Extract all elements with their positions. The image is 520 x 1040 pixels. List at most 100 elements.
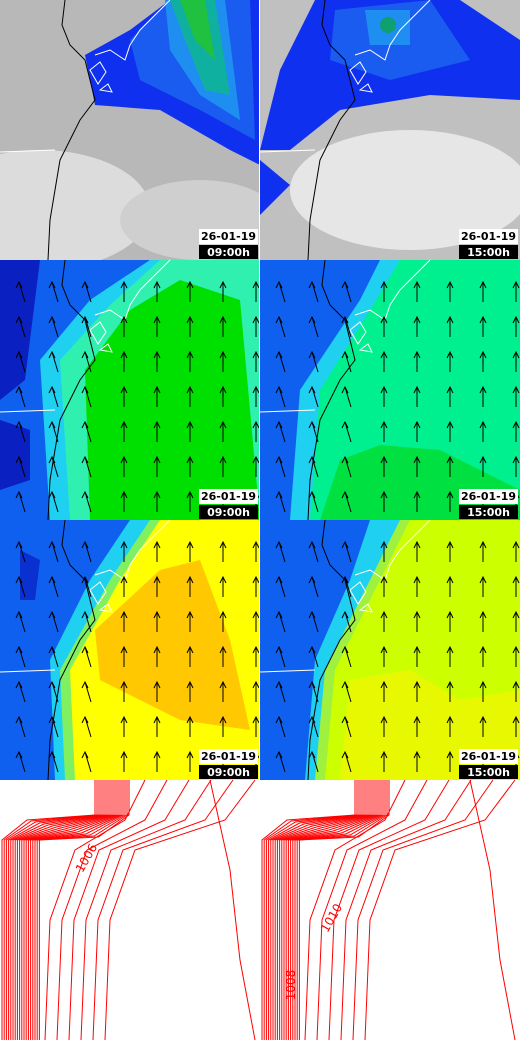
wind-arrow xyxy=(219,455,227,477)
isobar xyxy=(8,780,102,1040)
wind-arrow xyxy=(275,490,286,513)
wind-arrow xyxy=(413,575,421,597)
wind-arrow xyxy=(479,680,487,702)
isobar xyxy=(296,780,388,1040)
wind-arrow xyxy=(15,680,26,703)
isobar xyxy=(21,780,114,1040)
wind-arrow xyxy=(413,420,421,442)
wind-arrow xyxy=(81,350,92,373)
wind-arrow xyxy=(512,610,520,632)
coast xyxy=(307,259,356,521)
wind-arrow xyxy=(308,540,319,563)
wind-arrow xyxy=(120,455,128,477)
wind-arrow xyxy=(252,385,260,407)
border xyxy=(259,669,316,673)
wind-arrow xyxy=(308,750,319,773)
wind-arrow xyxy=(48,645,59,668)
date-label: 26-01-19 xyxy=(461,230,516,243)
isobar xyxy=(261,780,356,1040)
wind-arrow xyxy=(341,750,352,773)
date-box xyxy=(459,229,518,244)
isobar xyxy=(279,780,372,1040)
isobar xyxy=(44,779,146,1040)
wind-arrow xyxy=(153,385,161,407)
wind-arrow xyxy=(380,455,388,477)
wind-arrow xyxy=(512,455,520,477)
lagoon xyxy=(349,61,373,93)
isobar xyxy=(294,780,386,1040)
isobar xyxy=(298,780,390,1040)
wind-arrow xyxy=(48,575,59,598)
wind-arrow xyxy=(413,750,421,772)
wind-arrow xyxy=(15,420,26,443)
wind-arrow xyxy=(48,680,59,703)
wind-arrow xyxy=(252,280,260,302)
wind-arrow xyxy=(341,420,352,443)
time-label: 15:00h xyxy=(467,246,510,259)
time-box xyxy=(459,245,518,259)
wind-arrow xyxy=(186,540,194,562)
isobar xyxy=(23,780,116,1040)
isobar xyxy=(328,779,450,1040)
isobar xyxy=(290,780,382,1040)
wind-arrow xyxy=(153,750,161,772)
isobar xyxy=(281,780,374,1040)
time-box xyxy=(459,765,518,779)
wind-arrow xyxy=(308,490,319,513)
wind-arrow xyxy=(186,610,194,632)
wind-arrow xyxy=(341,540,352,563)
isobar xyxy=(34,780,126,1040)
wind-arrow xyxy=(446,490,454,512)
wind-arrow xyxy=(186,385,194,407)
wind-arrow xyxy=(81,610,92,633)
isobar xyxy=(283,780,376,1040)
wind-arrow xyxy=(512,350,520,372)
isobar xyxy=(16,780,110,1040)
time-label: 15:00h xyxy=(467,766,510,779)
wind-arrow xyxy=(120,280,128,302)
wind-arrow xyxy=(120,610,128,632)
wind-arrow xyxy=(15,455,26,478)
date-box xyxy=(199,489,258,504)
wind-arrow xyxy=(219,540,227,562)
wind-arrow xyxy=(446,610,454,632)
border xyxy=(259,409,316,413)
wind-arrow xyxy=(512,385,520,407)
wind-arrow xyxy=(380,385,388,407)
isobar xyxy=(316,779,428,1040)
wind-arrow xyxy=(380,315,388,337)
wind-arrow xyxy=(341,385,352,408)
wind-arrow xyxy=(446,540,454,562)
wind-arrow xyxy=(275,280,286,303)
wind-arrow xyxy=(48,610,59,633)
wind-arrow xyxy=(413,610,421,632)
isobar xyxy=(14,780,108,1040)
wind-arrow xyxy=(219,715,227,737)
wind-arrow xyxy=(446,680,454,702)
wind-arrow xyxy=(186,680,194,702)
wind-arrow xyxy=(252,715,260,737)
wind-arrow xyxy=(308,280,319,303)
pressure-bg xyxy=(0,780,520,1040)
wind-arrow xyxy=(512,315,520,337)
isobar xyxy=(27,780,120,1040)
wind-arrow xyxy=(15,610,26,633)
wind-arrow xyxy=(380,750,388,772)
coastline xyxy=(259,0,431,261)
wind-arrow xyxy=(413,645,421,667)
coast xyxy=(354,259,431,321)
date-box xyxy=(199,229,258,244)
wind-arrow xyxy=(153,575,161,597)
date-box xyxy=(459,489,518,504)
wind-arrow xyxy=(446,645,454,667)
wind-arrow xyxy=(120,490,128,512)
wind-arrow xyxy=(219,315,227,337)
wind-arrow xyxy=(81,455,92,478)
wind-arrow xyxy=(120,315,128,337)
wind-arrow xyxy=(252,575,260,597)
wind-arrow xyxy=(48,540,59,563)
wind-arrow xyxy=(81,420,92,443)
wind-arrow xyxy=(413,385,421,407)
wind-arrow xyxy=(186,490,194,512)
wind-arrow xyxy=(252,455,260,477)
